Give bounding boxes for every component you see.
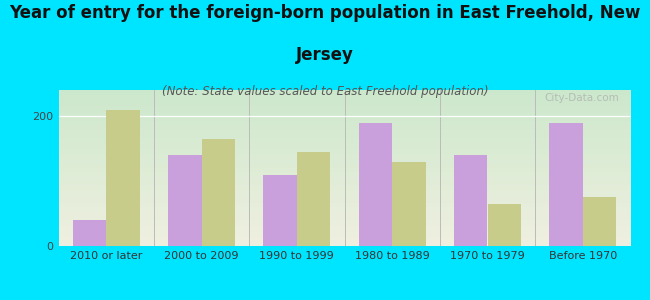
Text: City-Data.com: City-Data.com [544, 93, 619, 103]
Bar [263, 175, 297, 246]
Bar [202, 139, 235, 246]
Bar [359, 122, 392, 246]
Bar [106, 110, 140, 246]
Text: (Note: State values scaled to East Freehold population): (Note: State values scaled to East Freeh… [162, 85, 488, 98]
Bar [583, 197, 616, 246]
Bar [488, 204, 521, 246]
Legend: East Freehold, New Jersey: East Freehold, New Jersey [227, 296, 462, 300]
Text: Jersey: Jersey [296, 46, 354, 64]
Bar [454, 155, 488, 246]
Text: Year of entry for the foreign-born population in East Freehold, New: Year of entry for the foreign-born popul… [9, 4, 641, 22]
Bar [549, 122, 583, 246]
Bar [73, 220, 106, 246]
Bar [168, 155, 202, 246]
Bar [392, 161, 426, 246]
Bar [297, 152, 330, 246]
